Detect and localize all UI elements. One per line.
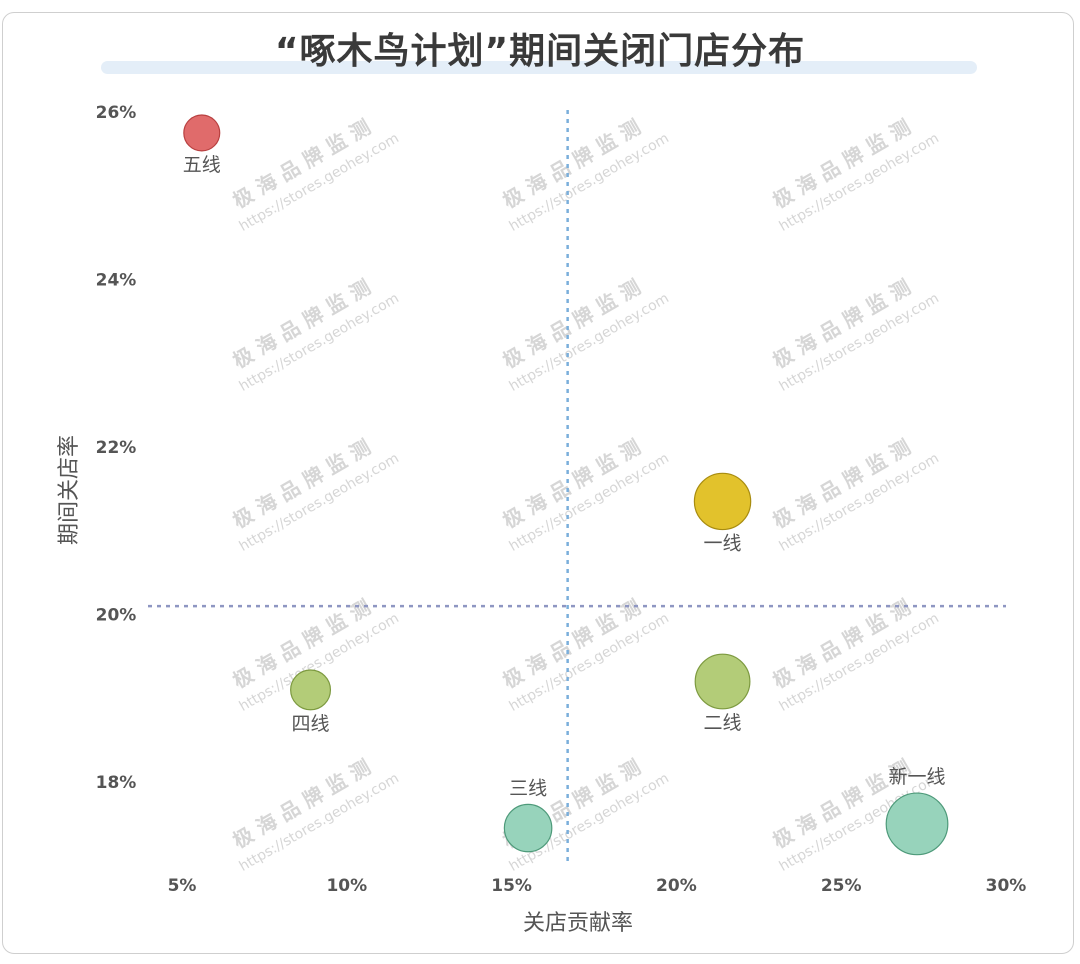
data-point-label: 三线 [509,777,547,799]
x-tick-label: 10% [326,876,367,896]
x-tick-label: 20% [656,876,697,896]
y-axis-label: 期间关店率 [57,435,82,545]
data-point-label: 二线 [704,712,742,734]
chart-frame [2,12,1074,954]
data-point [885,792,949,856]
data-point-label: 一线 [704,533,742,555]
data-point-label: 五线 [183,154,221,176]
data-point-label: 四线 [292,713,330,735]
x-axis-ticks: 5% 10% 15% 20% 25% 30% [168,876,1027,896]
chart-title: “啄木鸟计划”期间关闭门店分布 [274,31,806,72]
x-tick-label: 15% [491,876,532,896]
y-tick-label: 26% [96,103,137,123]
data-point [693,472,752,531]
title-underline-bar [101,61,977,74]
data-point [183,114,221,152]
x-axis-label: 关店贡献率 [523,911,633,936]
data-point-label: 新一线 [889,766,946,788]
data-point [694,653,751,710]
y-tick-label: 24% [96,271,137,291]
x-tick-label: 5% [168,876,197,896]
x-tick-label: 30% [986,876,1027,896]
y-tick-label: 18% [96,773,137,793]
data-point [503,803,553,853]
y-tick-label: 20% [96,606,137,626]
reference-lines [148,110,1006,862]
x-tick-label: 25% [821,876,862,896]
y-axis-ticks: 18% 20% 22% 24% 26% [96,103,137,793]
y-tick-label: 22% [96,438,137,458]
data-point [290,669,332,711]
